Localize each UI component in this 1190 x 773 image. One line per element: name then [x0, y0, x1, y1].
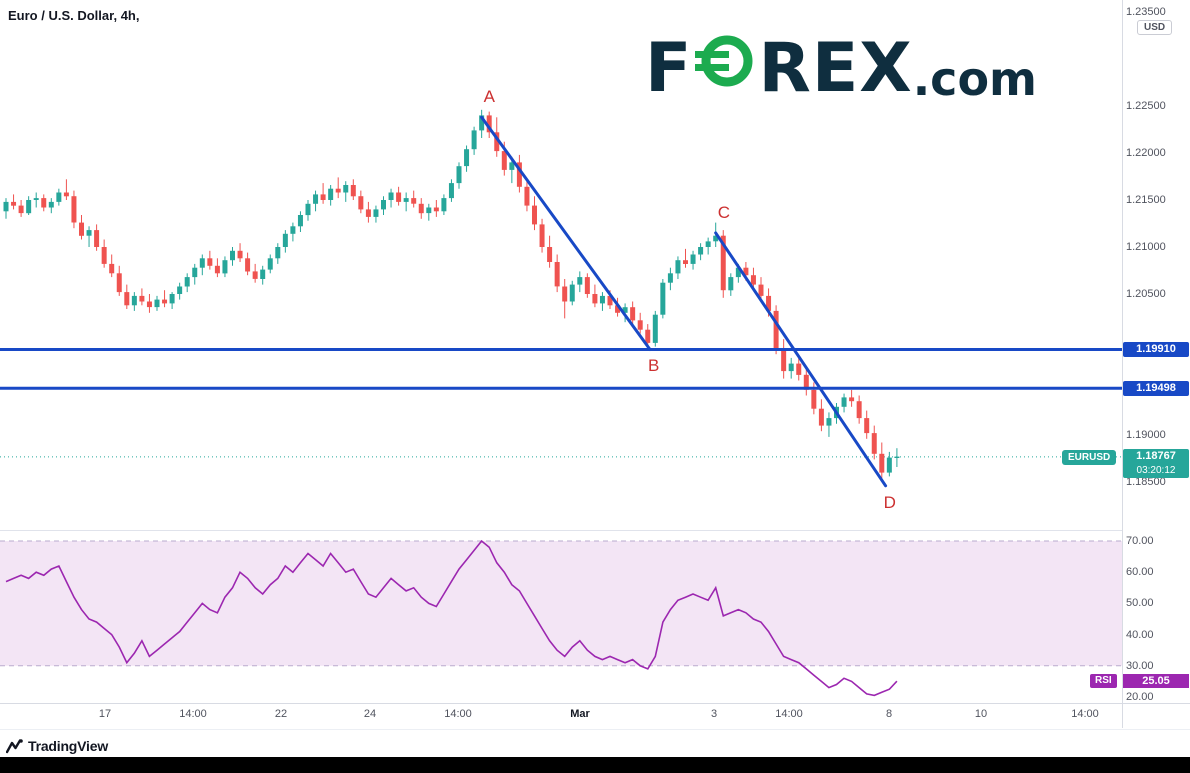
- bottom-black-bar: [0, 757, 1190, 773]
- rsi-value-label: 25.05: [1123, 674, 1189, 689]
- forex-o-icon: [695, 34, 755, 92]
- forex-letter-f: F: [645, 29, 693, 108]
- chart-canvas[interactable]: [0, 0, 1190, 757]
- tradingview-logo[interactable]: TradingView: [6, 738, 108, 754]
- rsi-indicator-badge[interactable]: RSI: [1090, 674, 1117, 689]
- tradingview-brand-text: TradingView: [28, 738, 109, 754]
- forex-letters-rex: REX: [758, 29, 913, 108]
- forex-watermark: F REX .com: [645, 34, 1037, 103]
- last-price-label: 1.18767 03:20:12: [1123, 448, 1189, 478]
- symbol-price-flag: EURUSD: [1062, 449, 1117, 465]
- currency-badge[interactable]: USD: [1137, 20, 1173, 35]
- tradingview-icon: [6, 738, 23, 753]
- last-price-value: 1.18767: [1123, 448, 1189, 464]
- bar-countdown: 03:20:12: [1123, 463, 1189, 478]
- candlestick-series: [3, 109, 900, 479]
- symbol-title: Euro / U.S. Dollar, 4h,: [8, 8, 140, 23]
- forex-dot-com: .com: [912, 52, 1037, 106]
